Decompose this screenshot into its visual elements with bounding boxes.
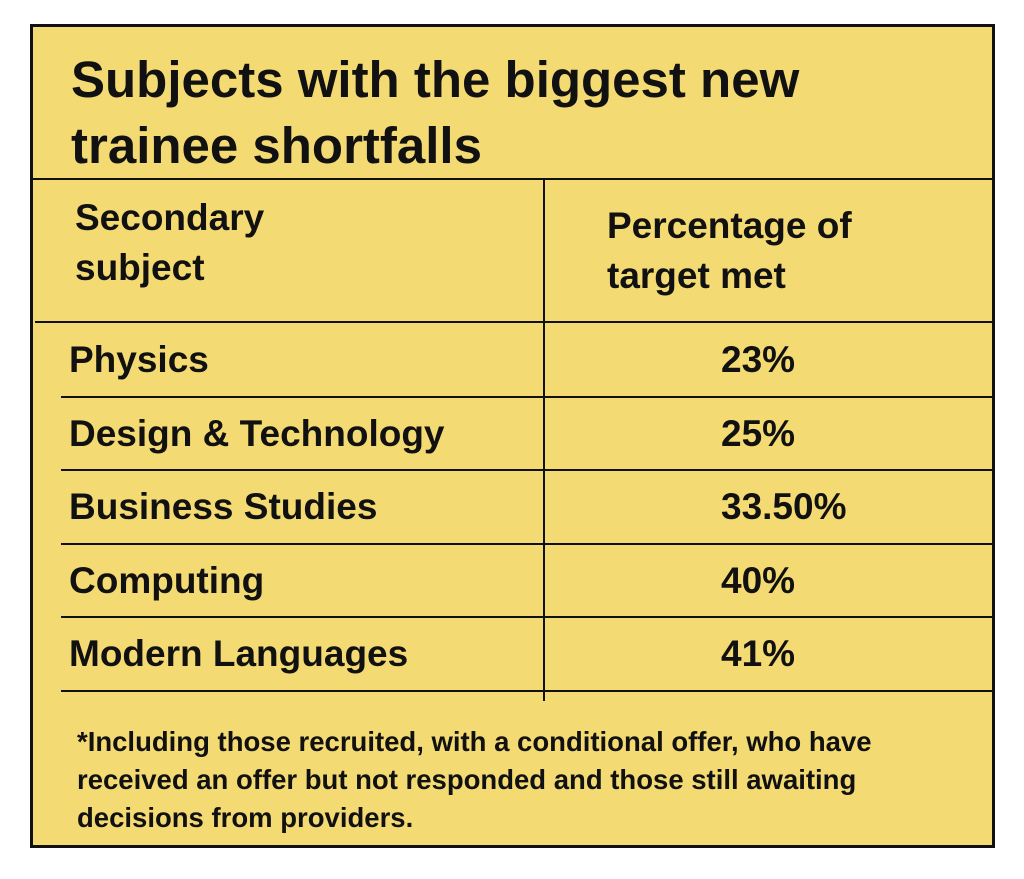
row-label: Design & Technology <box>69 412 445 454</box>
row-divider <box>61 690 992 692</box>
row-divider <box>61 469 992 472</box>
row-value: 23% <box>721 339 796 380</box>
table-card: Subjects with the biggest new trainee sh… <box>30 24 995 848</box>
header-cell: Secondary subject <box>75 197 265 288</box>
row-divider <box>61 395 992 398</box>
column-divider <box>543 178 545 701</box>
row-divider <box>61 616 992 619</box>
row-value: 25% <box>721 412 796 454</box>
row-label: Business Studies <box>69 486 378 528</box>
row-divider <box>61 542 992 545</box>
row-value: 40% <box>721 559 796 601</box>
footnote: *Including those recruited, with a condi… <box>77 726 872 833</box>
row-label: Physics <box>69 339 209 380</box>
title: Subjects with the biggest new trainee sh… <box>71 51 800 174</box>
header-cell: Percentage of target met <box>607 205 852 296</box>
row-label: Modern Languages <box>69 633 409 675</box>
row-label: Computing <box>69 559 265 601</box>
divider <box>35 321 992 323</box>
row-value: 33.50% <box>721 486 847 528</box>
row-value: 41% <box>721 633 796 675</box>
divider <box>33 178 992 180</box>
